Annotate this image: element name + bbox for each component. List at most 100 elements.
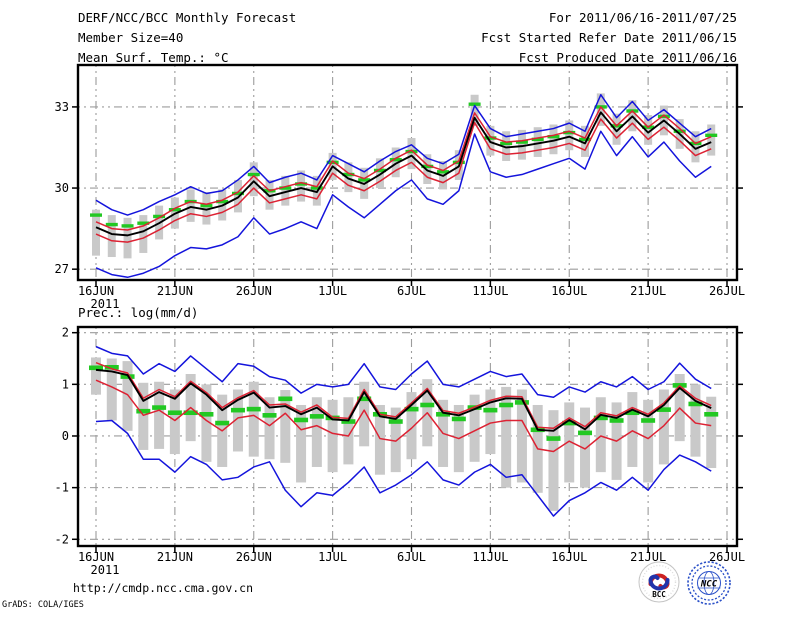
temp-chart-title: Mean Surf. Temp.: °C	[78, 50, 229, 65]
ncc-wreath-outer-icon	[687, 561, 731, 605]
spread-bar	[202, 192, 211, 225]
spread-bar	[407, 138, 416, 170]
spread-bar	[297, 170, 306, 202]
spread-bars	[92, 93, 716, 259]
spread-bar	[470, 94, 479, 126]
spread-bar	[122, 361, 133, 431]
spread-bar	[201, 384, 212, 462]
y-tick-label: 30	[55, 181, 69, 195]
spread-bar	[123, 217, 132, 259]
spread-bar	[517, 129, 526, 160]
y-tick-label: -1	[55, 481, 69, 495]
spread-bar	[658, 389, 669, 465]
spread-bar	[595, 397, 606, 473]
spread-bar	[248, 381, 259, 457]
produced-date-label: Fcst Produced Date 2011/06/16	[518, 50, 737, 65]
x-tick-label: 1JUL	[318, 550, 347, 564]
spread-bar	[139, 215, 148, 253]
y-tick-label: 33	[55, 100, 69, 114]
x-tick-label: 26JUN	[236, 284, 272, 298]
member-size-label: Member Size=40	[78, 30, 184, 45]
spread-bar	[154, 381, 165, 449]
prec-chart-title: Prec.: log(mm/d)	[78, 305, 199, 320]
spread-bar	[596, 93, 605, 126]
y-tick-label: -2	[55, 532, 69, 546]
x-tick-label: 11JUL	[472, 284, 508, 298]
reference-dashes	[89, 364, 719, 441]
spread-bar	[516, 389, 527, 483]
spread-bar	[311, 397, 322, 467]
bcc-swirl-blue-icon	[648, 574, 670, 591]
spread-bar	[344, 162, 353, 193]
y-tick-label: 27	[55, 262, 69, 276]
grid	[78, 65, 737, 280]
ncc-meridian-icon	[703, 571, 715, 595]
spread-bar	[548, 410, 559, 511]
bcc-logo-ring	[638, 561, 680, 603]
ensemble-mean-line	[95, 111, 712, 237]
spread-bar	[643, 399, 654, 483]
forecast-range-label: For 2011/06/16-2011/07/25	[548, 10, 737, 25]
x-tick-label: 26JUL	[709, 284, 745, 298]
spread-bar	[565, 120, 574, 151]
spread-bar	[612, 113, 621, 145]
spread-bar	[264, 397, 275, 460]
y-tick-label: 0	[62, 429, 69, 443]
x-tick-label: 21JUN	[157, 284, 193, 298]
spread-bar	[690, 384, 701, 457]
x-year-label: 2011	[91, 563, 120, 577]
source-url: http://cmdp.ncc.cma.gov.cn	[73, 581, 254, 595]
spread-bar	[469, 394, 480, 462]
x-tick-label: 26JUN	[236, 550, 272, 564]
spread-bar	[391, 147, 400, 178]
x-tick-label: 21JUL	[630, 284, 666, 298]
axis-labels: 16JUN 21JUN 26JUN 1JUL 6JUL 11JUL 16JUL 21JUL 26…	[55, 326, 746, 577]
prec-chart: 16JUN 21JUN 26JUN 1JUL 6JUL 11JUL 16JUL 21JUL 26…	[55, 326, 746, 577]
spread-bar	[138, 382, 149, 450]
spread-bar	[106, 358, 117, 421]
spread-bar	[707, 124, 716, 156]
page-title: DERF/NCC/BCC Monthly Forecast	[78, 10, 297, 25]
x-tick-label: 16JUL	[551, 284, 587, 298]
spread-bar	[564, 402, 575, 483]
spread-bar	[485, 389, 496, 455]
x-tick-label: 16JUN	[78, 284, 114, 298]
quartile-upper-line	[95, 361, 712, 429]
x-tick-label: 26JUL	[709, 550, 745, 564]
grads-credit: GrADS: COLA/IGES	[2, 600, 84, 610]
y-tick-label: 1	[62, 377, 69, 391]
spread-bar	[502, 131, 511, 162]
spread-bar	[343, 397, 354, 465]
spread-bar	[91, 357, 101, 395]
spread-bar	[691, 131, 700, 163]
x-tick-label: 6JUL	[397, 284, 426, 298]
plot-frame	[76, 63, 739, 282]
spread-bar	[423, 154, 432, 184]
spread-bar	[359, 381, 370, 447]
envelope-upper-line	[95, 93, 712, 216]
x-tick-label: 16JUL	[551, 550, 587, 564]
x-tick-label: 16JUN	[78, 550, 114, 564]
y-tick-label: 2	[62, 326, 69, 340]
spread-bar	[107, 215, 116, 258]
quartile-lower-line	[95, 379, 712, 453]
envelope-lower-line	[95, 130, 712, 279]
x-tick-label: 21JUL	[630, 550, 666, 564]
spread-bar	[627, 392, 638, 467]
envelope-lower-line	[95, 419, 712, 517]
reference-dashes	[90, 102, 718, 228]
spread-bar	[580, 407, 591, 488]
bcc-logo: BCC	[638, 561, 680, 603]
spread-bar	[374, 404, 385, 475]
ensemble-mean-line	[95, 368, 712, 432]
envelope-upper-line	[95, 345, 712, 398]
spread-bar	[375, 158, 384, 189]
spread-bar	[644, 115, 653, 145]
spread-bar	[92, 209, 100, 256]
spread-bar	[169, 389, 180, 455]
spread-bar	[281, 175, 290, 206]
x-tick-label: 11JUL	[472, 550, 508, 564]
spread-bar	[533, 127, 542, 157]
quartile-upper-line	[95, 106, 712, 231]
